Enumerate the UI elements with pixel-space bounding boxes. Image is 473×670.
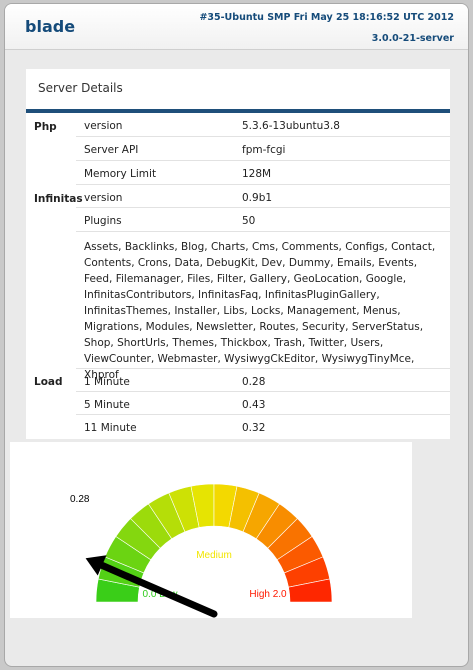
row-key: Plugins [84,215,122,227]
row-value: 0.43 [242,399,266,411]
table-row: 1 Minute 0.28 [76,369,450,392]
row-value: 128M [242,168,272,180]
table-row: Server API fpm-fcgi [76,137,450,161]
gauge-value-label: 0.28 [70,494,90,505]
load-gauge: Medium 0.0 Low High 2.0 0.28 [10,442,412,618]
panel-divider [26,109,450,113]
section-label-load: Load [34,376,63,388]
section-label-infinitas: Infinitas [34,193,83,205]
row-value: 50 [242,215,256,227]
hostname-title: blade [25,17,76,36]
header-bar: blade #35-Ubuntu SMP Fri May 25 18:16:52… [5,4,468,50]
table-row: 11 Minute 0.32 [76,415,450,439]
row-value: 5.3.6-13ubuntu3.8 [242,120,340,132]
section-label-php: Php [34,121,57,133]
row-value: 0.9b1 [242,192,273,204]
row-key: Memory Limit [84,168,157,180]
row-key: Server API [84,144,139,156]
row-value: fpm-fcgi [242,144,286,156]
server-details-panel: Server Details Php Infinitas Load versio… [26,69,450,439]
plugin-list: Assets, Backlinks, Blog, Charts, Cms, Co… [84,241,436,381]
row-value: 0.28 [242,376,266,388]
row-value: 0.32 [242,422,266,434]
plugin-list-row: Assets, Backlinks, Blog, Charts, Cms, Co… [76,232,450,381]
gauge-medium-label: Medium [196,550,232,561]
panel-title: Server Details [38,81,123,95]
table-row: Memory Limit 128M [76,161,450,185]
kernel-release: 3.0.0-21-server [371,33,454,44]
table-row: Plugins 50 [76,208,450,232]
kernel-version: #35-Ubuntu SMP Fri May 25 18:16:52 UTC 2… [199,12,454,23]
gauge-needle [98,561,218,618]
row-key: 5 Minute [84,399,130,411]
load-gauge-svg: Medium 0.0 Low High 2.0 0.28 [70,483,333,618]
row-key: version [84,192,123,204]
gauge-needle-arrowhead [85,555,107,576]
row-key: version [84,120,123,132]
table-row: 5 Minute 0.43 [76,392,450,415]
row-key: 1 Minute [84,376,130,388]
gauge-segment [288,578,333,603]
gauge-high-label: High 2.0 [249,589,287,600]
table-row: version 5.3.6-13ubuntu3.8 [76,113,450,137]
server-status-window: blade #35-Ubuntu SMP Fri May 25 18:16:52… [4,3,469,667]
table-row: version 0.9b1 [76,185,450,208]
row-key: 11 Minute [84,422,137,434]
